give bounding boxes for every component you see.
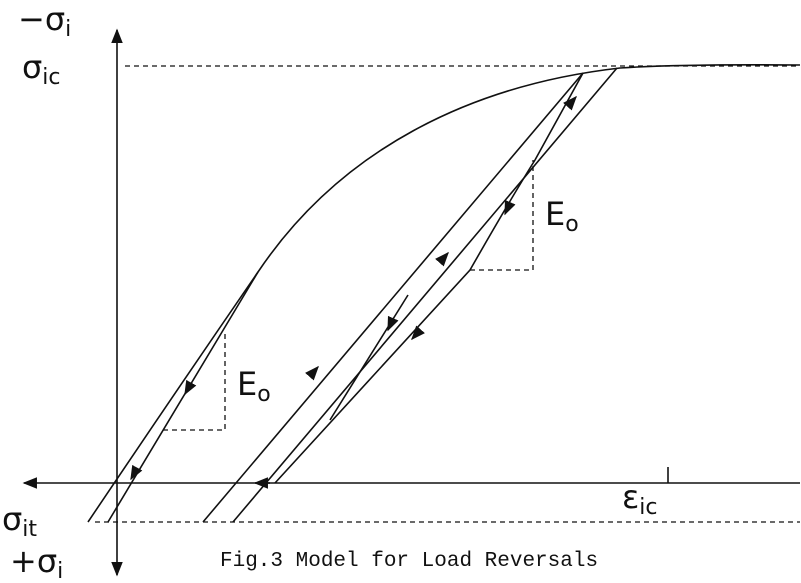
label-subscript: o bbox=[257, 382, 270, 407]
slope-triangle bbox=[470, 160, 534, 271]
label-subscript: ic bbox=[639, 495, 657, 520]
unloading-path bbox=[274, 72, 584, 484]
label-subscript: i bbox=[65, 17, 71, 42]
arrow bbox=[184, 379, 197, 396]
label-main: σ bbox=[2, 500, 22, 538]
label: Eo bbox=[545, 195, 579, 237]
reloading-line bbox=[202, 72, 584, 523]
label-subscript: ic bbox=[42, 65, 60, 90]
label: σit bbox=[2, 500, 37, 542]
arrow bbox=[411, 325, 425, 341]
label-subscript: i bbox=[57, 559, 63, 583]
label: εic bbox=[622, 478, 658, 520]
unloading-line bbox=[107, 271, 259, 523]
label: Eo bbox=[237, 365, 271, 407]
label-main: +σ bbox=[10, 542, 57, 580]
label: +σi bbox=[10, 542, 63, 583]
arrow bbox=[504, 199, 516, 216]
reloading-line bbox=[232, 67, 618, 523]
label-subscript: it bbox=[22, 517, 37, 542]
label-main: −σ bbox=[18, 0, 65, 38]
label-main: E bbox=[237, 365, 257, 403]
label-subscript: o bbox=[565, 212, 578, 237]
label-main: σ bbox=[22, 48, 42, 86]
label-main: ε bbox=[622, 478, 639, 516]
label: σic bbox=[22, 48, 61, 90]
arrow bbox=[435, 251, 449, 267]
caption: Fig.3 Model for Load Reversals bbox=[220, 550, 598, 573]
envelope-curve bbox=[87, 64, 801, 523]
arrow bbox=[130, 464, 143, 481]
slope-triangle bbox=[163, 330, 226, 431]
arrow bbox=[563, 95, 577, 111]
arrow bbox=[387, 315, 399, 332]
label: −σi bbox=[18, 0, 71, 42]
arrow bbox=[305, 365, 319, 381]
label-main: E bbox=[545, 195, 565, 233]
